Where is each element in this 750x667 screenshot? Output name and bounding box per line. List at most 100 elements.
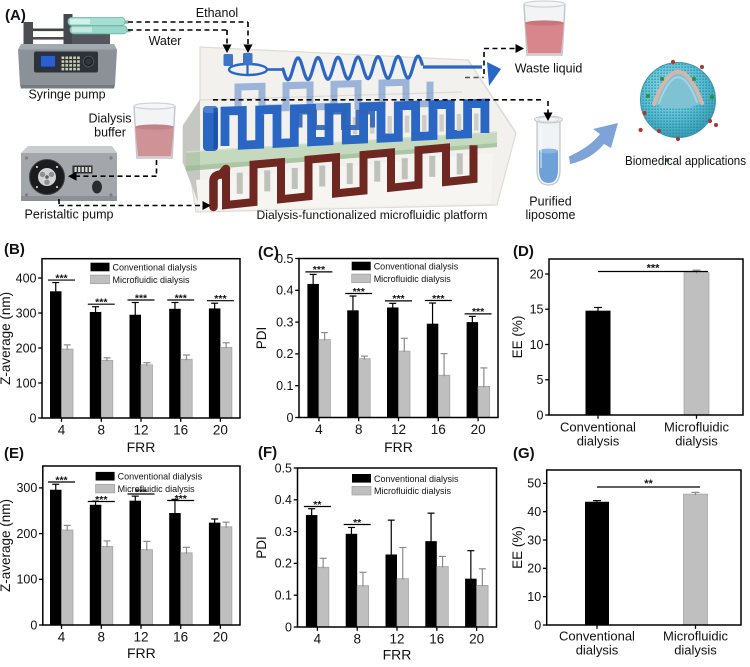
svg-text:16: 16 bbox=[173, 630, 188, 645]
svg-text:100: 100 bbox=[16, 376, 37, 390]
svg-text:buffer: buffer bbox=[94, 126, 126, 140]
svg-text:20: 20 bbox=[530, 267, 544, 281]
svg-text:***: *** bbox=[392, 293, 405, 305]
svg-text:Microfluidic dialysis: Microfluidic dialysis bbox=[113, 275, 191, 285]
svg-text:4: 4 bbox=[58, 630, 66, 645]
svg-text:(E): (E) bbox=[4, 445, 24, 462]
svg-text:(G): (G) bbox=[513, 445, 535, 462]
svg-text:0: 0 bbox=[30, 618, 37, 632]
svg-text:12: 12 bbox=[389, 632, 404, 647]
svg-text:8: 8 bbox=[98, 423, 106, 438]
svg-text:8: 8 bbox=[355, 422, 363, 437]
svg-text:EE (%): EE (%) bbox=[510, 316, 525, 359]
svg-text:300: 300 bbox=[16, 481, 37, 495]
svg-text:Microfluidic: Microfluidic bbox=[664, 420, 730, 435]
svg-text:0.2: 0.2 bbox=[275, 557, 292, 571]
svg-text:**: ** bbox=[644, 478, 653, 490]
svg-text:0.3: 0.3 bbox=[275, 525, 292, 539]
svg-text:0.4: 0.4 bbox=[275, 493, 292, 507]
svg-text:Peristaltic pump: Peristaltic pump bbox=[25, 208, 114, 222]
svg-text:4: 4 bbox=[58, 423, 66, 438]
svg-text:***: *** bbox=[135, 292, 148, 304]
svg-text:liposome: liposome bbox=[525, 208, 575, 222]
svg-text:Conventional dialysis: Conventional dialysis bbox=[113, 263, 198, 273]
svg-text:Conventional dialysis: Conventional dialysis bbox=[118, 472, 203, 482]
svg-text:Microfluidic dialysis: Microfluidic dialysis bbox=[374, 486, 452, 496]
svg-text:0.1: 0.1 bbox=[275, 589, 292, 603]
svg-text:EE (%): EE (%) bbox=[510, 526, 525, 569]
svg-text:5: 5 bbox=[537, 373, 544, 387]
svg-text:Water: Water bbox=[149, 34, 182, 48]
svg-text:(A): (A) bbox=[5, 7, 26, 24]
svg-text:0.5: 0.5 bbox=[275, 461, 292, 475]
svg-text:FRR: FRR bbox=[384, 439, 413, 455]
svg-text:Dialysis-functionalized microf: Dialysis-functionalized microfluidic pla… bbox=[257, 208, 488, 222]
svg-text:***: *** bbox=[432, 293, 445, 305]
svg-text:Microfluidic: Microfluidic bbox=[663, 629, 729, 644]
svg-text:Microfluidic dialysis: Microfluidic dialysis bbox=[118, 484, 196, 494]
svg-text:200: 200 bbox=[16, 341, 37, 355]
svg-text:(D): (D) bbox=[513, 243, 534, 260]
svg-text:30: 30 bbox=[527, 533, 541, 547]
svg-text:(C): (C) bbox=[258, 244, 279, 261]
svg-text:10: 10 bbox=[530, 338, 544, 352]
svg-text:12: 12 bbox=[133, 630, 148, 645]
svg-text:PDI: PDI bbox=[254, 536, 269, 559]
svg-text:***: *** bbox=[472, 306, 485, 318]
svg-text:0: 0 bbox=[285, 620, 292, 634]
svg-text:16: 16 bbox=[173, 423, 188, 438]
svg-text:Biomedical applications: Biomedical applications bbox=[625, 153, 746, 168]
svg-text:12: 12 bbox=[391, 422, 406, 437]
svg-text:Conventional dialysis: Conventional dialysis bbox=[374, 474, 459, 484]
svg-text:400: 400 bbox=[16, 271, 37, 285]
svg-text:***: *** bbox=[95, 297, 108, 309]
svg-text:20: 20 bbox=[469, 632, 484, 647]
svg-text:100: 100 bbox=[16, 573, 37, 587]
svg-text:***: *** bbox=[313, 264, 326, 276]
svg-text:8: 8 bbox=[98, 630, 106, 645]
svg-text:Conventional dialysis: Conventional dialysis bbox=[374, 262, 459, 272]
svg-text:50: 50 bbox=[527, 477, 541, 491]
svg-text:0: 0 bbox=[534, 618, 541, 632]
svg-text:Syringe pump: Syringe pump bbox=[28, 88, 105, 102]
svg-text:4: 4 bbox=[314, 632, 322, 647]
svg-text:***: *** bbox=[353, 286, 366, 298]
svg-text:FRR: FRR bbox=[127, 645, 156, 661]
svg-text:**: ** bbox=[353, 517, 362, 529]
svg-text:20: 20 bbox=[527, 562, 541, 576]
svg-text:Z-average (nm): Z-average (nm) bbox=[0, 499, 13, 592]
svg-text:dialysis: dialysis bbox=[576, 643, 619, 658]
svg-text:40: 40 bbox=[527, 505, 541, 519]
svg-text:dialysis: dialysis bbox=[674, 643, 717, 658]
svg-text:Purified: Purified bbox=[529, 195, 571, 209]
svg-text:FRR: FRR bbox=[127, 439, 156, 455]
svg-text:FRR: FRR bbox=[383, 647, 412, 663]
svg-text:0.5: 0.5 bbox=[276, 252, 293, 266]
svg-text:300: 300 bbox=[16, 306, 37, 320]
svg-text:Ethanol: Ethanol bbox=[196, 6, 238, 20]
svg-text:Z-average (nm): Z-average (nm) bbox=[0, 292, 13, 385]
svg-text:Conventional: Conventional bbox=[560, 420, 636, 435]
svg-text:20: 20 bbox=[213, 423, 228, 438]
svg-text:dialysis: dialysis bbox=[577, 434, 620, 449]
svg-text:0.2: 0.2 bbox=[276, 347, 293, 361]
svg-text:***: *** bbox=[135, 486, 148, 498]
svg-text:0.4: 0.4 bbox=[276, 284, 293, 298]
svg-text:***: *** bbox=[95, 494, 108, 506]
svg-text:dialysis: dialysis bbox=[675, 434, 718, 449]
svg-text:0: 0 bbox=[287, 411, 294, 425]
svg-text:Dialysis: Dialysis bbox=[88, 112, 131, 126]
svg-text:8: 8 bbox=[353, 632, 361, 647]
svg-text:PDI: PDI bbox=[254, 327, 269, 350]
svg-text:***: *** bbox=[55, 272, 68, 284]
svg-text:0.1: 0.1 bbox=[276, 379, 293, 393]
svg-text:***: *** bbox=[55, 474, 68, 486]
svg-text:**: ** bbox=[313, 499, 322, 511]
svg-text:***: *** bbox=[647, 263, 661, 275]
svg-text:20: 20 bbox=[213, 630, 228, 645]
svg-text:Microfluidic dialysis: Microfluidic dialysis bbox=[374, 274, 452, 284]
svg-text:Waste liquid: Waste liquid bbox=[515, 62, 583, 76]
svg-text:Conventional: Conventional bbox=[559, 629, 635, 644]
svg-text:200: 200 bbox=[16, 527, 37, 541]
svg-text:10: 10 bbox=[527, 590, 541, 604]
